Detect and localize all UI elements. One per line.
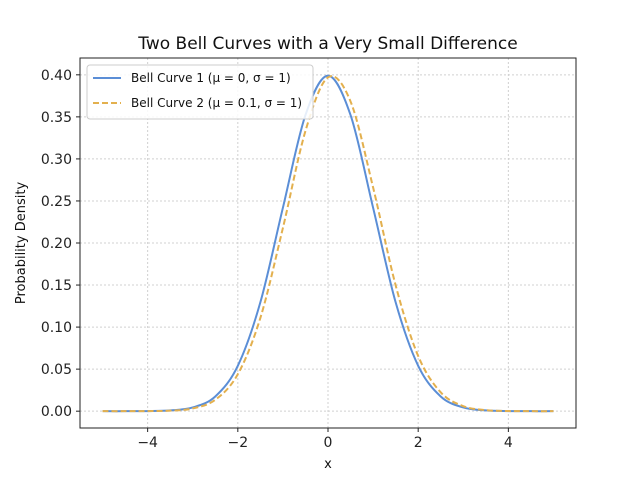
ticks: −4 −2 0 2 4 0.00 0.05 0.10 0.15 0.20 0.25 0.30 0.35 0… [41, 68, 513, 451]
legend-label-2: Bell Curve 2 (μ = 0.1, σ = 1) [131, 96, 302, 110]
legend: Bell Curve 1 (μ = 0, σ = 1) Bell Curve 2… [86, 64, 314, 120]
y-tick-label: 0.10 [41, 320, 72, 336]
x-tick-label: −4 [137, 435, 158, 451]
y-tick-label: 0.40 [41, 68, 72, 84]
y-tick-label: 0.20 [41, 236, 72, 252]
legend-box [86, 64, 314, 120]
x-tick-label: 2 [414, 435, 423, 451]
x-tick-label: 0 [324, 435, 333, 451]
series-line-2 [102, 75, 554, 413]
series-lines [102, 74, 554, 413]
legend-label-1: Bell Curve 1 (μ = 0, σ = 1) [131, 71, 291, 85]
x-tick-label: 4 [504, 435, 513, 451]
x-axis-label: x [324, 457, 332, 472]
y-tick-label: 0.15 [41, 278, 72, 294]
y-tick-label: 0.25 [41, 194, 72, 210]
y-tick-label: 0.00 [41, 404, 72, 420]
y-tick-label: 0.30 [41, 152, 72, 168]
y-tick-label: 0.35 [41, 110, 72, 126]
y-axis-label: Probability Density [14, 182, 29, 305]
y-tick-label: 0.05 [41, 362, 72, 378]
x-tick-label: −2 [227, 435, 248, 451]
chart-title: Two Bell Curves with a Very Small Differ… [137, 34, 517, 54]
